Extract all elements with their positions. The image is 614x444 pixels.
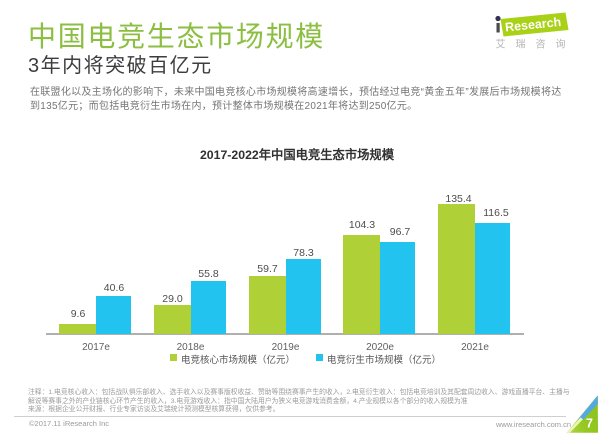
svg-text:7: 7 <box>586 417 593 431</box>
svg-text:艾瑞咨询: 艾瑞咨询 <box>496 38 576 51</box>
svg-text:Research: Research <box>504 15 561 35</box>
